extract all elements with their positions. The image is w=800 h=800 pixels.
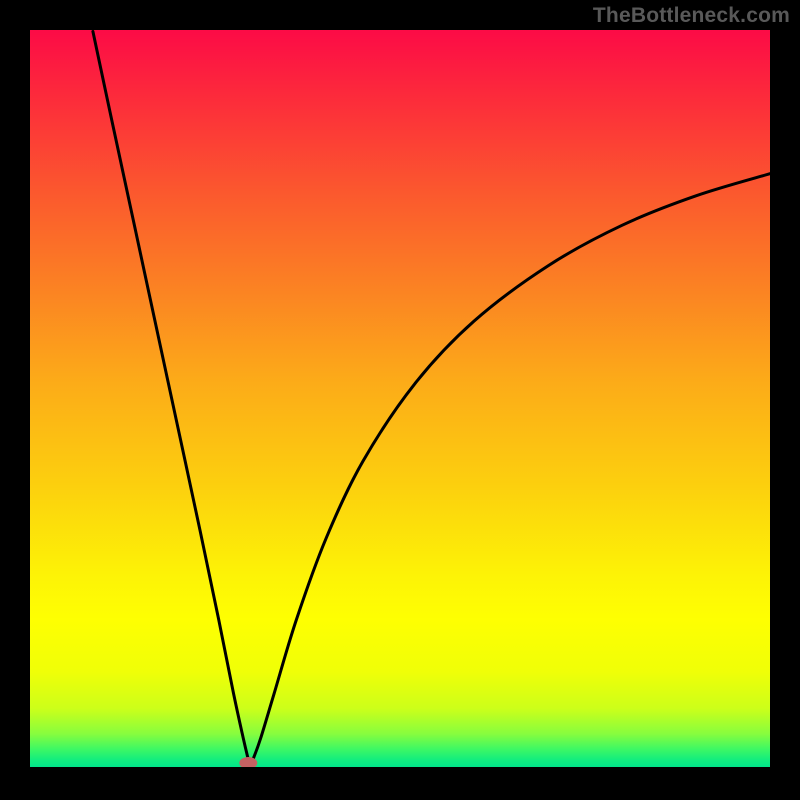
bottleneck-chart: [0, 0, 800, 800]
watermark-text: TheBottleneck.com: [593, 4, 790, 28]
chart-container: TheBottleneck.com: [0, 0, 800, 800]
plot-background-gradient: [30, 30, 770, 767]
